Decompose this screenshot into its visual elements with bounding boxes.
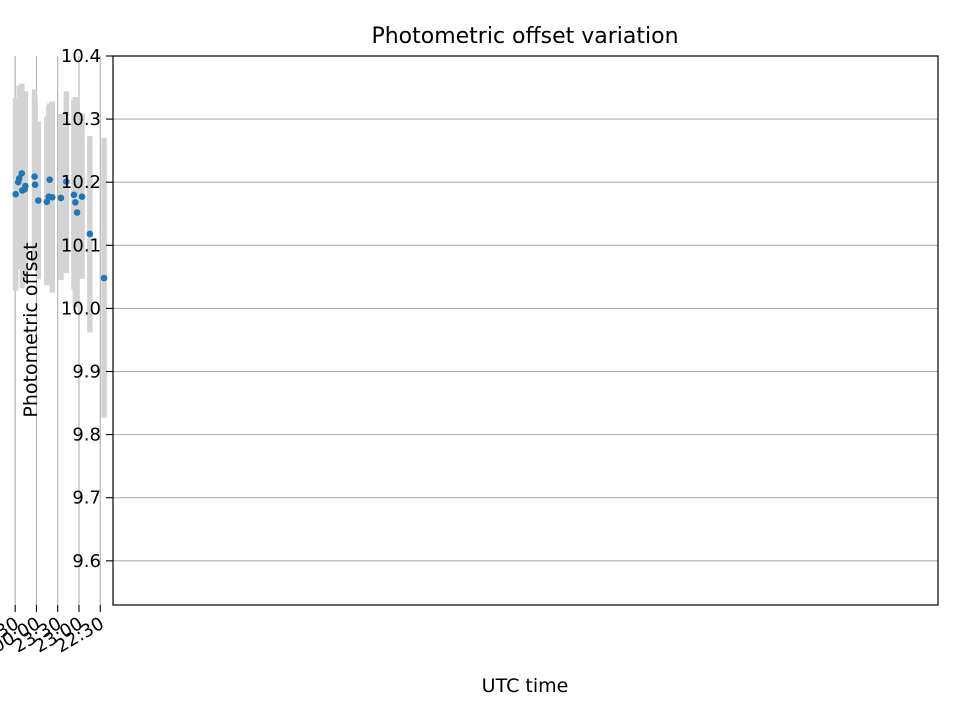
y-axis: 9.6 9.7 9.8 9.9 10.0 10.1 10.2 10.3 10.4 bbox=[61, 46, 113, 572]
y-tick-label: 9.6 bbox=[72, 551, 101, 572]
data-point bbox=[86, 230, 94, 238]
data-point bbox=[70, 191, 78, 199]
data-point bbox=[46, 176, 53, 183]
data-point bbox=[73, 209, 81, 216]
data-point bbox=[31, 173, 38, 180]
data-point bbox=[100, 274, 108, 282]
data-point bbox=[12, 190, 19, 198]
data-point bbox=[14, 178, 22, 186]
y-tick-label: 10.4 bbox=[61, 46, 101, 67]
y-tick-label: 10.1 bbox=[61, 235, 101, 256]
y-tick-label: 10.3 bbox=[61, 109, 101, 130]
y-tick-label: 10.0 bbox=[61, 298, 101, 319]
data-point bbox=[63, 178, 70, 185]
plot-frame bbox=[112, 55, 939, 606]
chart-title: Photometric offset variation bbox=[371, 24, 678, 49]
y-tick-label: 9.9 bbox=[72, 362, 101, 383]
data-points bbox=[12, 170, 108, 282]
x-axis-label: UTC time bbox=[482, 675, 569, 697]
data-point bbox=[35, 197, 42, 204]
y-axis-label: Photometric offset bbox=[20, 242, 42, 417]
data-point bbox=[72, 199, 79, 206]
grid bbox=[14, 55, 938, 605]
data-point bbox=[31, 181, 39, 189]
y-tick-label: 10.2 bbox=[61, 172, 101, 193]
data-point bbox=[45, 193, 53, 201]
data-point bbox=[18, 170, 26, 177]
data-point bbox=[57, 194, 65, 202]
data-point bbox=[43, 198, 51, 206]
data-point bbox=[78, 193, 86, 201]
y-tick-label: 9.8 bbox=[72, 425, 101, 446]
x-axis: 22:3023:0023:3000:0000:3001:0001:3002:00… bbox=[0, 605, 108, 657]
y-tick-label: 9.7 bbox=[72, 488, 101, 509]
data-point bbox=[18, 187, 26, 194]
